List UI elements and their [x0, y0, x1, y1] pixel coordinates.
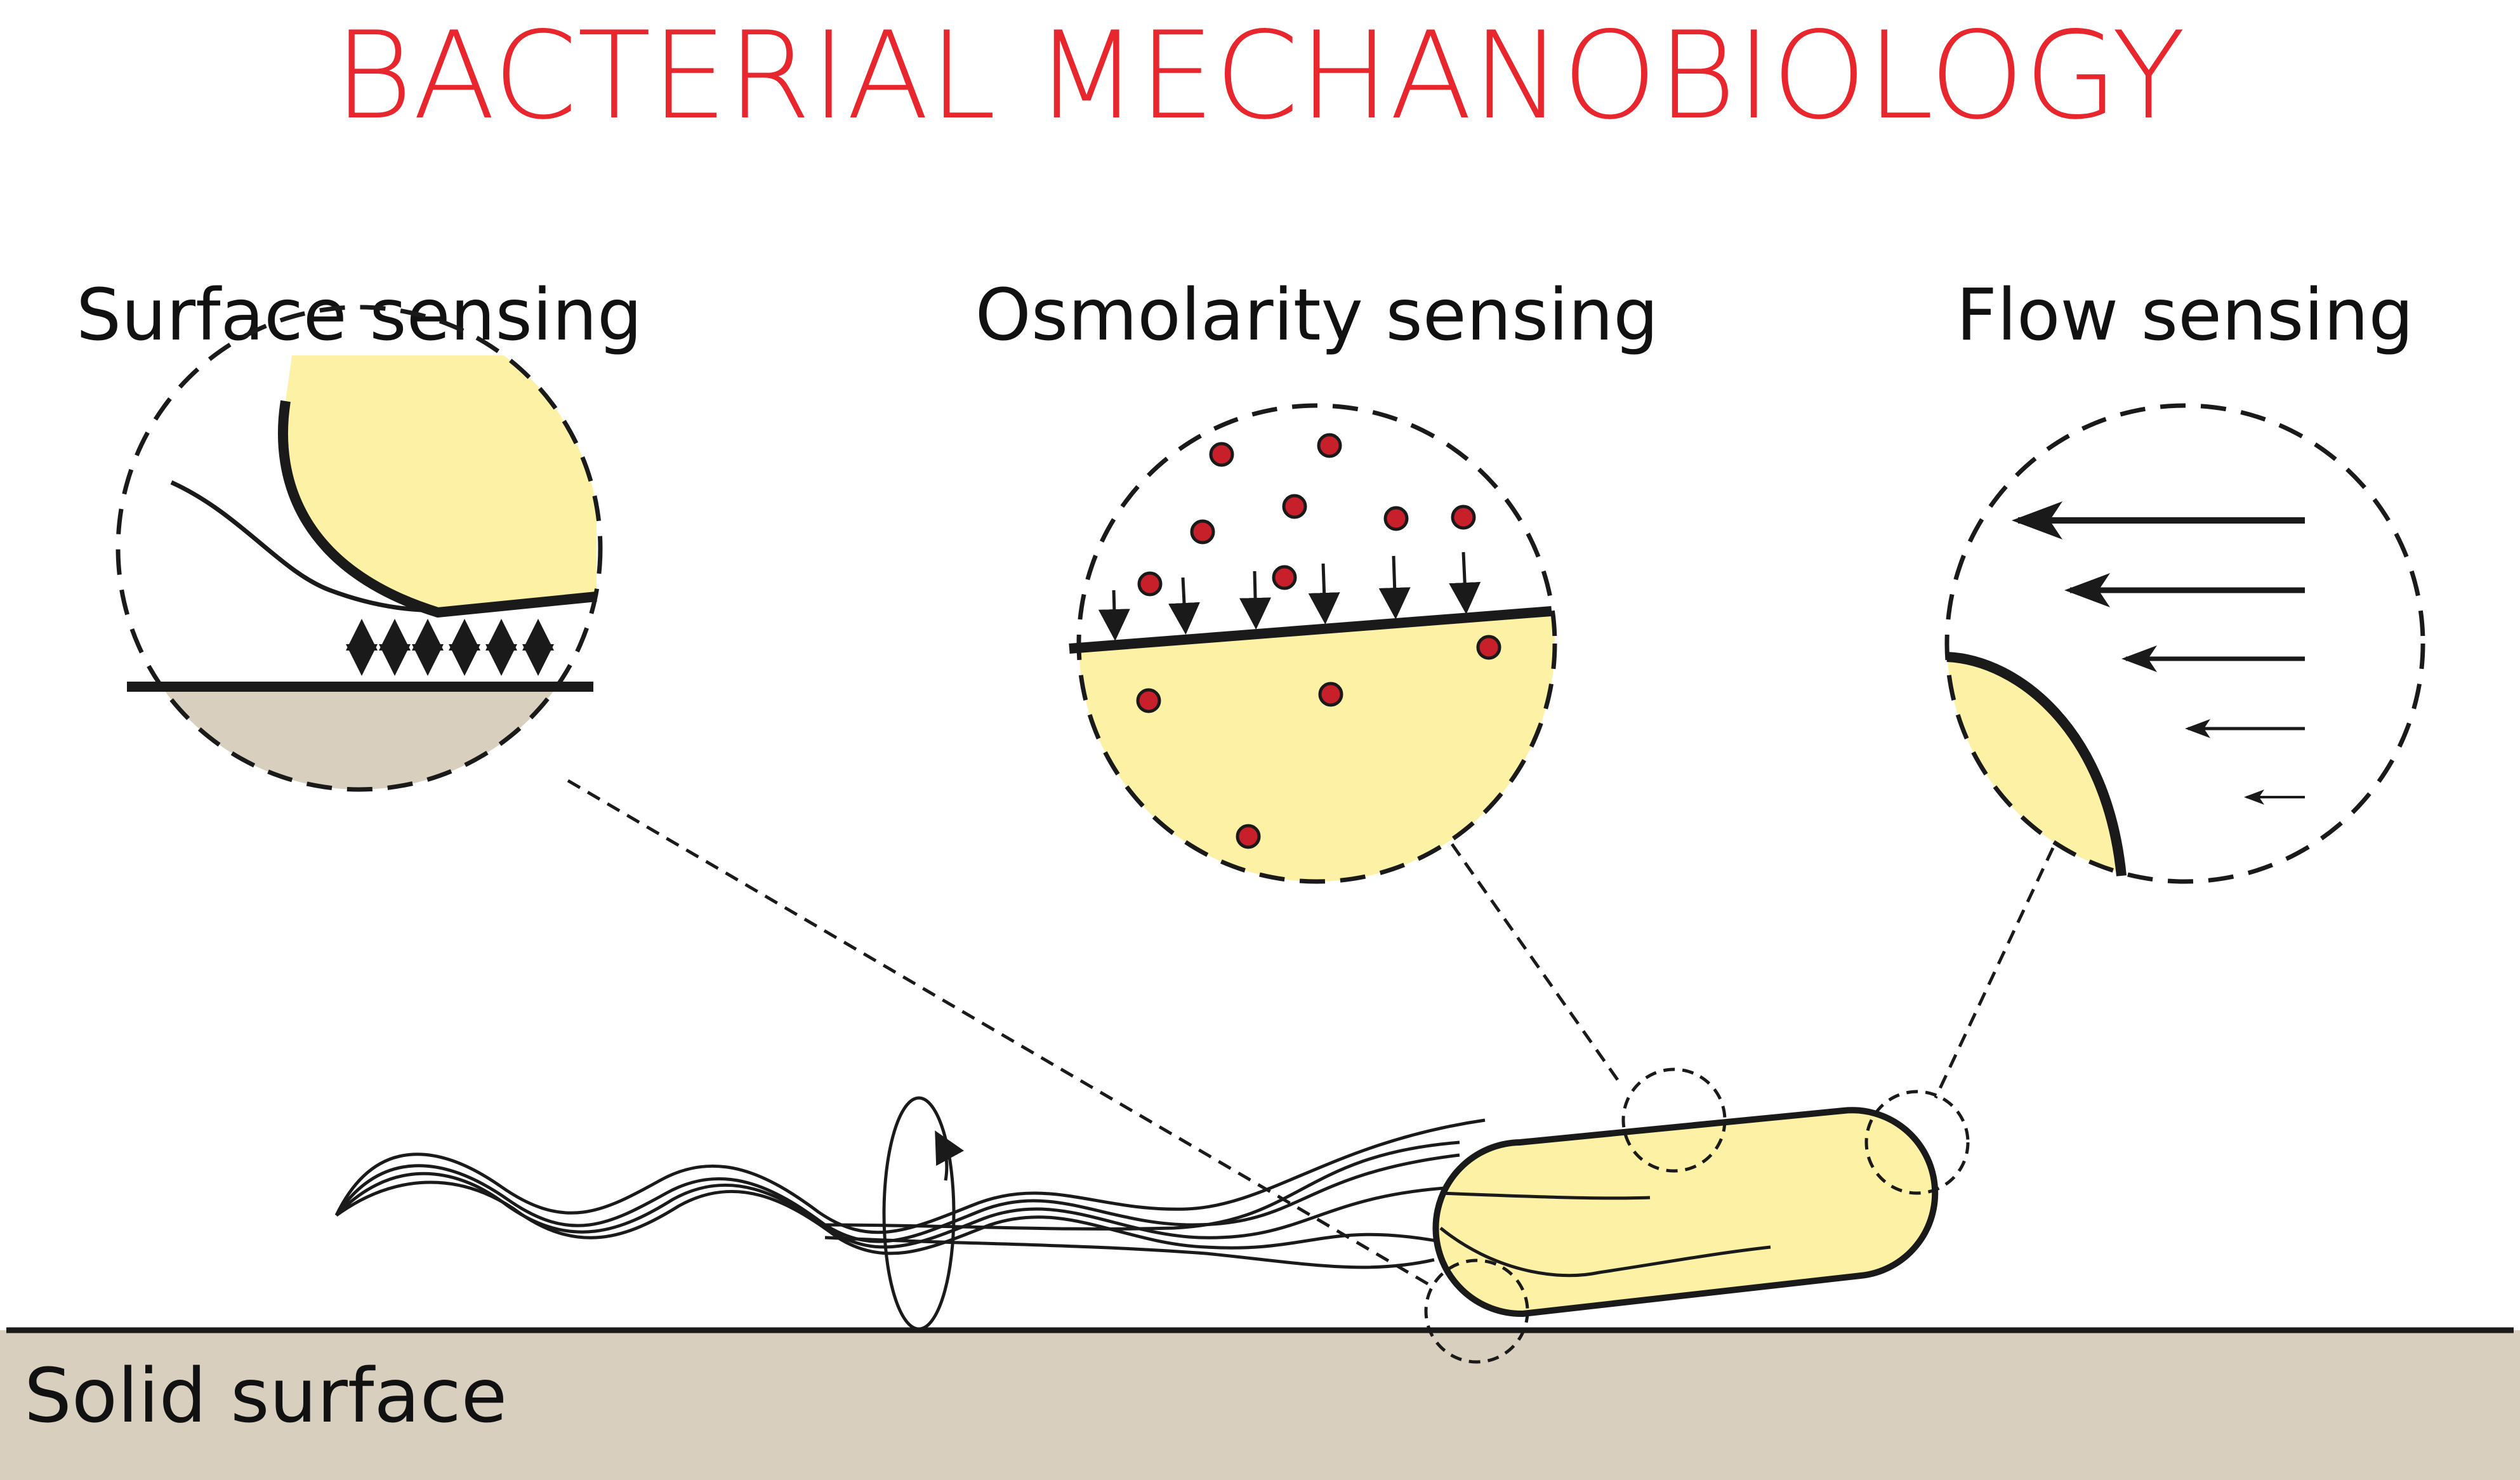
zoom-circle-outline — [115, 305, 603, 792]
solid-surface-label: Solid surface — [24, 1352, 507, 1439]
zoom-cell-wall — [277, 400, 597, 618]
flagellar-rotation-loop — [882, 1096, 956, 1331]
flow-arrows — [2012, 501, 2305, 805]
surface-sensing-zoom — [115, 305, 603, 792]
zoom-cell-wall — [1946, 652, 2127, 876]
flagella-on-cell — [1439, 1191, 1771, 1278]
osmolarity-sensing-zoom — [1069, 403, 1557, 884]
solid-surface — [0, 1330, 2520, 1480]
sensing-region-markers — [1424, 1067, 1970, 1364]
ions-outside — [1137, 433, 1476, 597]
zoom-membrane — [1069, 606, 1552, 654]
bacterium — [334, 1067, 1970, 1364]
zoom-pilus — [170, 480, 445, 613]
ions-inside — [1136, 635, 1501, 849]
zoom-circle-outline — [1944, 403, 2425, 884]
zoom-circle-outline — [1076, 403, 1557, 884]
flagella — [334, 1118, 1486, 1269]
diagram-title: BACTERIAL MECHANOBIOLOGY — [334, 6, 2186, 146]
zoom-ground — [118, 687, 600, 790]
panel-label-flow-sensing: Flow sensing — [1956, 274, 2413, 357]
panel-label-osmolarity-sensing: Osmolarity sensing — [975, 274, 1659, 357]
zoom-cell-body — [282, 355, 597, 612]
flow-sensing-zoom — [1944, 403, 2425, 884]
cell-body — [1432, 1107, 1939, 1318]
panel-label-surface-sensing: Surface sensing — [76, 274, 642, 357]
zoom-cytoplasm — [1079, 611, 1555, 882]
water-flux-arrows — [1098, 552, 1481, 641]
rotation-arrow — [935, 1130, 965, 1181]
adhesion-force-arrows — [346, 619, 554, 676]
zoom-connector-lines — [567, 779, 2055, 1290]
